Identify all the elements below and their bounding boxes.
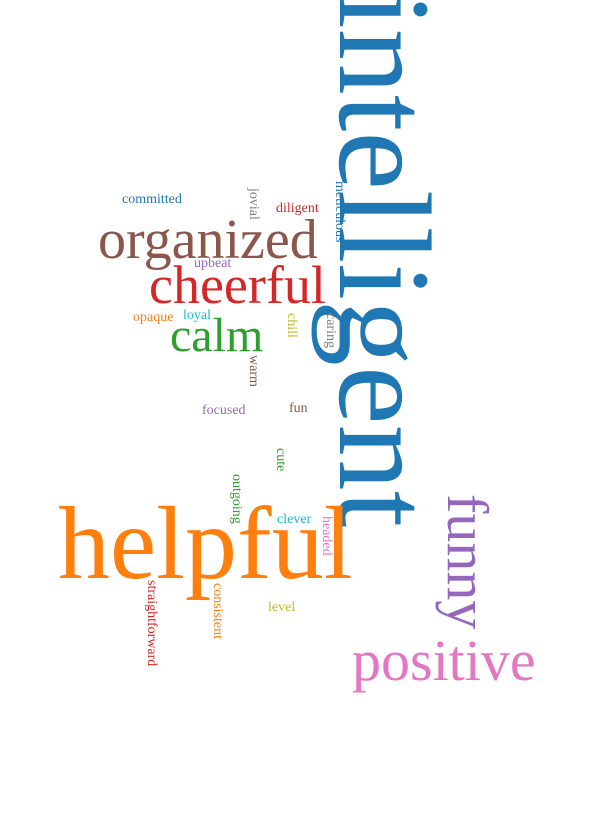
word-calm: calm xyxy=(170,309,264,362)
word-funny: funny xyxy=(435,494,500,630)
word-committed: committed xyxy=(122,192,182,207)
word-straightforward: straightforward xyxy=(144,580,159,667)
word-warm: warm xyxy=(246,355,261,387)
word-organized: organized xyxy=(98,209,318,271)
word-positive: positive xyxy=(352,628,536,693)
word-chill: chill xyxy=(284,313,299,338)
word-headed: headed xyxy=(319,516,334,556)
word-loyal: loyal xyxy=(183,308,211,323)
word-opaque: opaque xyxy=(133,310,174,325)
word-diligent: diligent xyxy=(276,201,319,216)
word-meticulous: meticulous xyxy=(332,181,347,243)
word-clever: clever xyxy=(277,512,312,527)
word-cheerful: cheerful xyxy=(149,255,326,315)
word-upbeat: upbeat xyxy=(194,256,232,271)
word-consistent: consistent xyxy=(210,583,225,639)
word-outgoing: outgoing xyxy=(229,474,244,524)
word-focused: focused xyxy=(202,403,246,418)
word-helpful: helpful xyxy=(58,486,353,601)
word-jovial: jovial xyxy=(246,188,261,220)
word-intelligent: intelligent xyxy=(311,0,458,528)
word-fun: fun xyxy=(289,401,308,416)
word-level: level xyxy=(268,600,296,615)
word-caring: caring xyxy=(323,313,338,348)
word-cute: cute xyxy=(273,448,288,472)
